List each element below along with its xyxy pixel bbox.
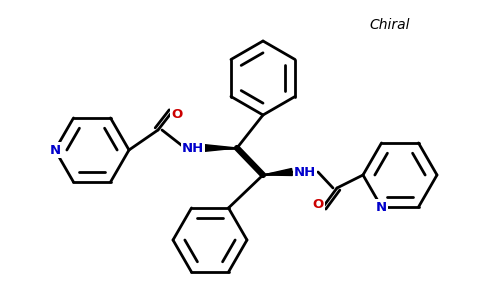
Polygon shape xyxy=(203,145,237,152)
Text: Chiral: Chiral xyxy=(370,18,410,32)
Text: NH: NH xyxy=(294,166,316,178)
Text: O: O xyxy=(171,109,182,122)
Text: NH: NH xyxy=(182,142,204,154)
Text: N: N xyxy=(376,200,387,214)
Polygon shape xyxy=(263,169,292,176)
Text: N: N xyxy=(49,143,60,157)
Text: O: O xyxy=(312,197,324,211)
